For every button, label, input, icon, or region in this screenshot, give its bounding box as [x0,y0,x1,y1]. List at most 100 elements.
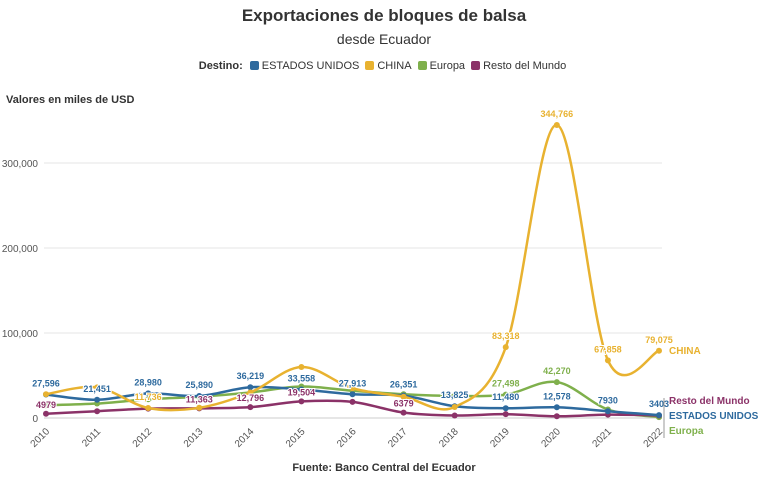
data-label: 11,480 [492,392,519,402]
data-point [349,398,356,405]
data-label: 3403 [649,399,669,409]
end-label: Europa [669,426,704,437]
end-label: ESTADOS UNIDOS [669,411,759,422]
legend-item[interactable]: Europa [417,60,466,72]
data-label: 12,578 [543,391,571,401]
y-tick-label: 0 [32,414,38,425]
data-point [247,404,254,411]
source-note: Fuente: Banco Central del Ecuador [292,462,476,474]
data-point [349,391,356,398]
data-point [553,404,560,411]
data-label: 13,825 [441,390,469,400]
legend-label: Resto del Mundo [483,60,567,72]
data-label: 344,766 [541,109,574,119]
data-label: 33,558 [288,373,316,383]
data-label: 36,219 [237,371,265,381]
y-tick-label: 200,000 [2,244,39,255]
data-label: 42,270 [543,366,571,376]
data-point [349,385,356,392]
data-label: 12,796 [237,393,265,403]
data-point [502,391,509,398]
legend-item[interactable]: ESTADOS UNIDOS [249,60,360,72]
data-point [298,398,305,405]
end-label: Resto del Mundo [669,396,750,407]
data-point [502,405,509,412]
end-label: CHINA [669,346,701,357]
x-tick-label: 2010 [29,426,53,450]
data-label: 6379 [394,399,414,409]
data-point [145,390,152,397]
x-tick-label: 2020 [539,426,563,450]
legend: Destino: ESTADOS UNIDOS CHINA Europa Resto d… [0,60,768,72]
legend-item[interactable]: CHINA [365,60,412,72]
chart-title: Exportaciones de bloques de balsa [241,6,527,25]
x-tick-label: 2018 [437,426,461,450]
data-label: 7930 [598,395,618,405]
data-point [298,364,305,370]
x-tick-label: 2012 [131,426,155,450]
legend-label: Europa [429,60,466,72]
data-label: 25,890 [185,380,213,390]
data-point [94,396,101,403]
data-point [553,379,560,386]
data-label: 28,980 [134,377,162,387]
legend-title: Destino: [198,60,243,72]
data-point [451,392,458,399]
x-tick-label: 2022 [642,426,666,450]
data-label: 27,596 [32,379,60,389]
data-label: 27,913 [339,378,367,388]
data-point [43,402,49,409]
x-tick-label: 2013 [182,426,206,450]
data-point [553,121,560,128]
data-point [451,412,458,419]
legend-swatch [249,61,259,70]
legend-label: ESTADOS UNIDOS [261,60,360,72]
x-tick-label: 2011 [80,426,103,449]
data-point [604,408,611,415]
data-point [43,391,49,398]
data-label: 19,504 [288,387,316,397]
data-label: 67,858 [594,344,622,354]
data-point [247,384,254,391]
data-point [502,344,509,351]
x-tick-label: 2019 [488,426,512,450]
legend-label: CHINA [377,60,412,72]
data-label: 21,451 [83,384,111,394]
x-tick-label: 2014 [233,426,257,450]
x-tick-label: 2015 [284,426,308,450]
data-label: 11,736 [135,392,162,402]
data-label: 26,351 [390,380,418,390]
data-point [656,412,662,419]
legend-swatch [417,61,427,70]
data-point [656,347,662,354]
data-point [43,410,49,417]
data-point [553,413,560,420]
data-point [145,405,152,412]
data-point [196,404,203,411]
legend-swatch [365,61,375,70]
data-point [94,384,101,391]
y-axis-label: Valores en miles de USD [6,94,135,106]
data-point [400,409,407,416]
data-point [247,389,254,396]
data-label: 4979 [36,400,56,410]
y-tick-label: 100,000 [2,329,39,340]
legend-item[interactable]: Resto del Mundo [471,60,566,72]
data-label: 11,363 [186,394,213,404]
x-tick-label: 2016 [335,426,359,450]
data-point [94,408,101,415]
data-point [145,396,152,403]
data-point [451,403,458,410]
data-point [400,393,407,400]
data-label: 79,075 [645,335,673,345]
legend-swatch [471,61,481,70]
data-point [298,386,305,393]
data-point [502,411,509,418]
x-tick-label: 2021 [591,426,615,450]
data-label: 27,498 [492,379,520,389]
y-tick-label: 300,000 [2,159,39,170]
data-point [604,357,611,364]
chart-subtitle: desde Ecuador [336,31,432,47]
x-tick-label: 2017 [386,426,410,450]
